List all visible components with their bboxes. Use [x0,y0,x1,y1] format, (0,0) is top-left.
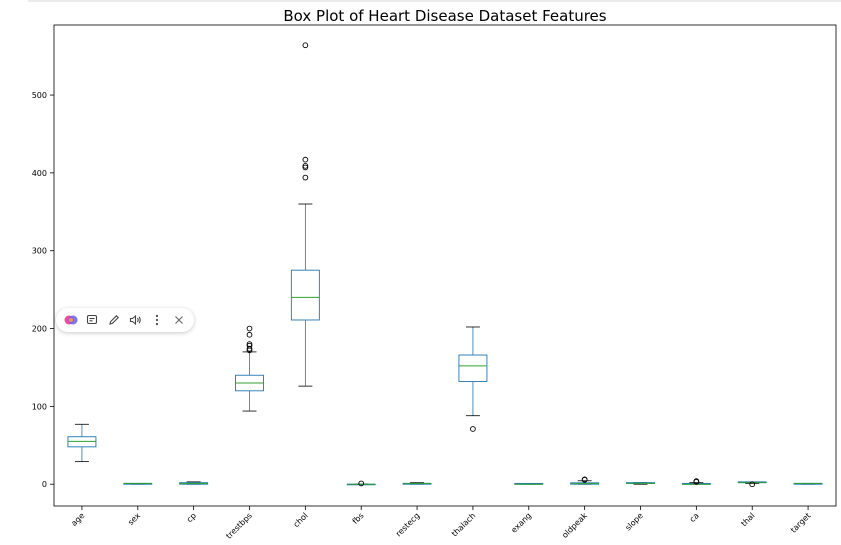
y-tick-label: 0 [42,480,47,489]
box-ca [681,478,711,485]
box-thalach [458,326,488,432]
box-iqr [290,269,320,321]
more-icon[interactable] [149,312,165,328]
box-thal [737,481,767,488]
y-tick-label: 100 [32,402,47,411]
x-tick-label-ca: ca [688,511,701,524]
x-tick-label-slope: slope [623,511,644,532]
x-tick-label-exang: exang [509,511,533,535]
x-tick-label-thal: thal [739,511,756,528]
outlier-point [581,476,588,483]
x-tick-label-sex: sex [126,511,142,527]
box-fbs [346,480,376,487]
outlier-point [302,174,309,181]
boxes-layer [67,42,823,488]
outlier-point [302,156,309,163]
outlier-point [246,342,253,349]
box-oldpeak [570,476,600,485]
box-slope [626,482,655,485]
box-age [67,423,97,463]
box-chol [290,42,320,387]
outlier-point [246,331,253,338]
box-cp [179,481,209,485]
box-exang [514,482,544,485]
x-axis: age sex cp trestbps chol fbs restecg thalach exa… [69,506,812,541]
y-axis: 0 100 200 300 400 500 [32,91,54,489]
x-tick-label-age: age [69,511,86,528]
ai-assistant-icon[interactable] [63,312,79,328]
y-tick-label: 500 [32,91,47,100]
close-icon[interactable] [171,312,187,328]
x-tick-label-trestbps: trestbps [224,511,254,541]
y-tick-label: 400 [32,169,47,178]
x-tick-label-oldpeak: oldpeak [560,511,589,540]
box-trestbps [235,325,264,412]
box-iqr [458,354,488,382]
x-tick-label-restecg: restecg [394,511,421,538]
pencil-icon[interactable] [106,312,122,328]
y-tick-label: 200 [32,325,47,334]
outlier-point [358,480,365,487]
plot-frame [53,24,837,507]
note-icon[interactable] [84,312,100,328]
outlier-point [302,163,309,169]
outlier-point [470,426,476,432]
outlier-point [246,341,253,347]
y-tick-label: 300 [32,247,47,256]
x-tick-label-fbs: fbs [351,511,366,526]
chart-title: Box Plot of Heart Disease Dataset Featur… [283,7,606,25]
outlier-point [302,164,309,171]
floating-toolbar [56,308,194,332]
outlier-point [246,325,253,332]
x-tick-label-target: target [789,511,813,535]
outlier-point [302,42,309,49]
speaker-icon[interactable] [128,312,144,328]
x-tick-label-cp: cp [185,511,198,524]
box-restecg [402,482,432,485]
outlier-point [693,478,700,484]
x-tick-label-thalach: thalach [450,511,477,538]
x-tick-label-chol: chol [292,511,310,529]
box-target [793,482,823,485]
outlier-point [749,481,756,488]
box-sex [123,482,153,485]
